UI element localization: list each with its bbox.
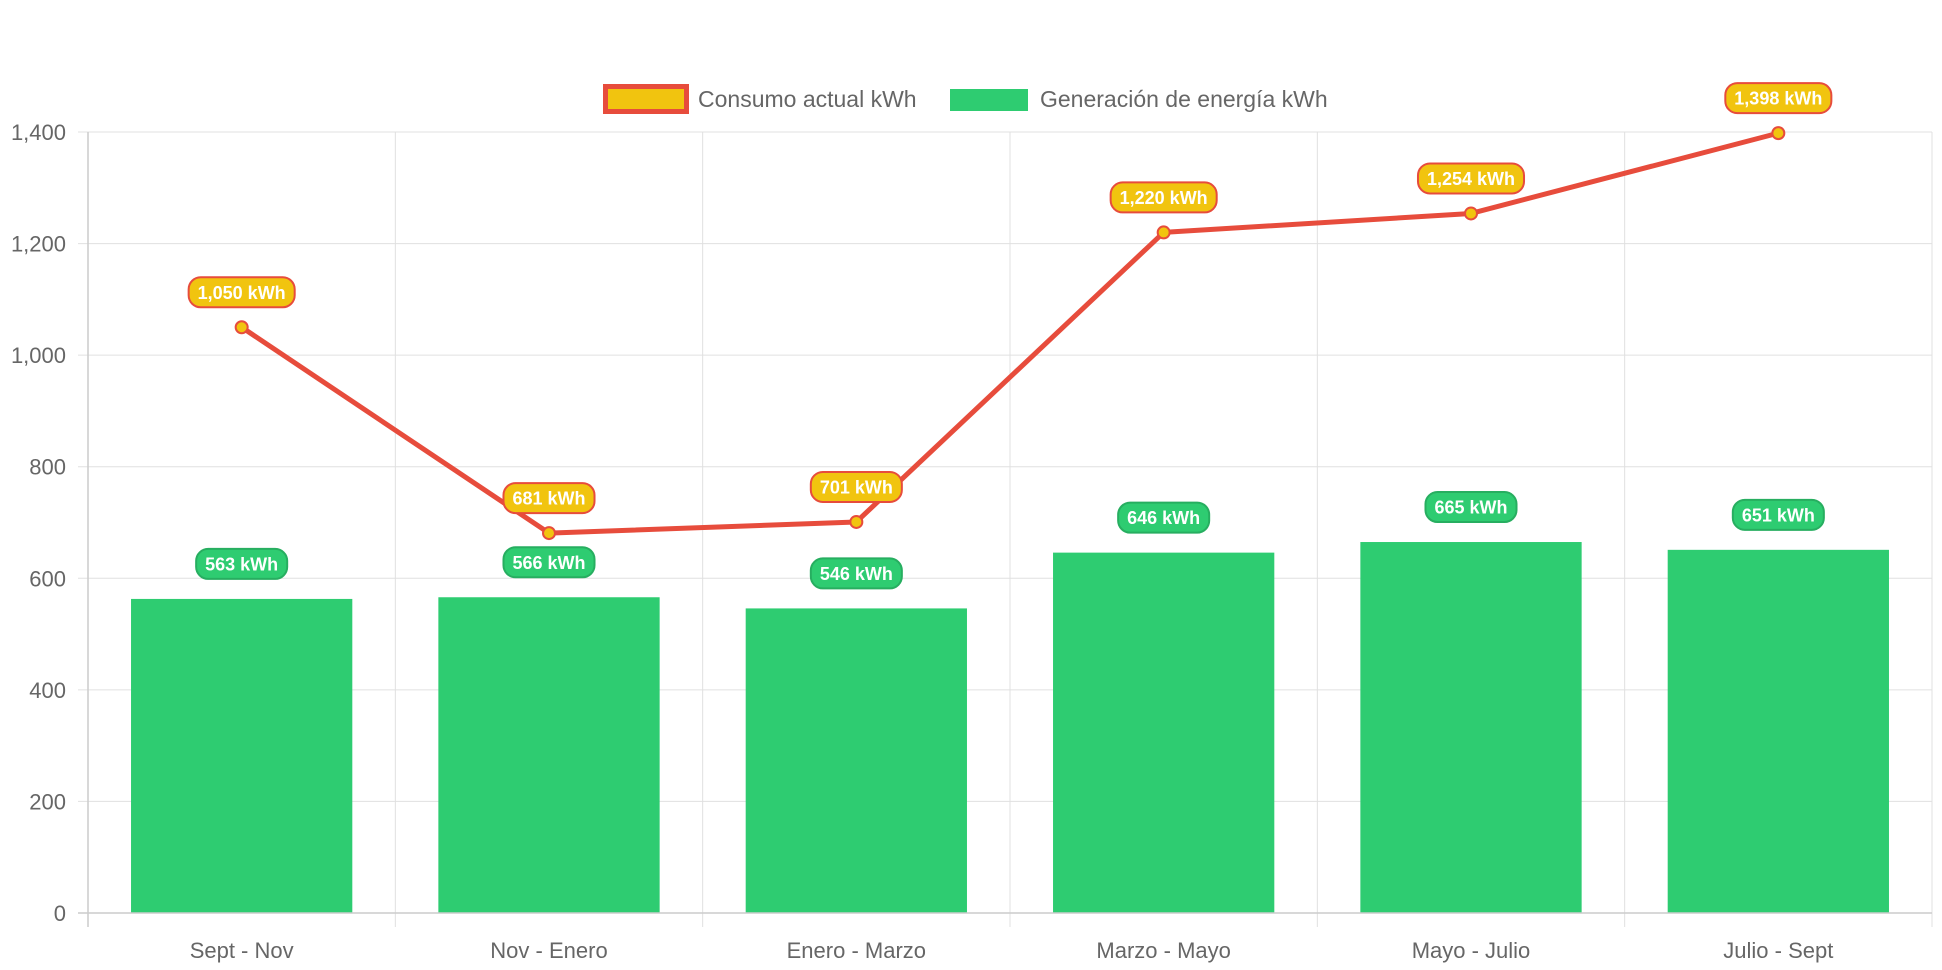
data-label-generacion-bg	[1117, 501, 1211, 534]
y-tick-label: 1,200	[11, 232, 66, 257]
y-tick-label: 200	[29, 789, 66, 814]
bar-generacion	[1053, 552, 1275, 913]
data-label-consumo-bg	[809, 470, 903, 503]
data-label-generacion-text: 665 kWh	[1434, 498, 1507, 518]
data-label-consumo-bg	[1109, 181, 1218, 214]
data-label-consumo-text: 1,398 kWh	[1734, 89, 1822, 109]
data-label-consumo: 1,398 kWh	[1724, 82, 1833, 115]
x-tick-label: Sept - Nov	[190, 938, 294, 963]
data-label-consumo-bg	[187, 276, 296, 309]
y-tick-label: 400	[29, 678, 66, 703]
x-tick-label: Enero - Marzo	[787, 938, 926, 963]
y-tick-label: 600	[29, 566, 66, 591]
legend: Consumo actual kWh Generación de energía…	[603, 84, 1328, 114]
bar-generacion	[745, 608, 967, 913]
data-label-generacion: 665 kWh	[1424, 491, 1518, 524]
legend-swatch-generacion	[950, 89, 1028, 111]
data-label-generacion-bg	[195, 547, 289, 580]
data-label-generacion-bg	[809, 557, 903, 590]
bar-generacion	[131, 598, 353, 913]
point-consumo	[1464, 206, 1478, 221]
y-tick-label: 1,400	[11, 120, 66, 145]
data-label-generacion-bg	[1731, 498, 1825, 531]
legend-swatch-consumo	[603, 84, 689, 114]
data-label-generacion-bg	[1424, 491, 1518, 524]
x-tick-label: Marzo - Mayo	[1096, 938, 1230, 963]
data-label-consumo-text: 1,220 kWh	[1120, 188, 1208, 208]
line-consumo	[239, 130, 1781, 536]
data-label-consumo-text: 681 kWh	[512, 489, 585, 509]
point-consumo	[1771, 126, 1786, 141]
data-label-consumo-bg	[1724, 82, 1833, 115]
data-label-generacion: 566 kWh	[502, 546, 596, 579]
data-label-consumo: 701 kWh	[809, 470, 903, 503]
data-label-generacion: 651 kWh	[1731, 498, 1825, 531]
line-group	[234, 126, 1786, 541]
x-tick-label: Julio - Sept	[1723, 938, 1833, 963]
data-label-generacion-bg	[502, 546, 596, 579]
data-label-generacion: 563 kWh	[195, 547, 289, 580]
data-label-consumo: 1,254 kWh	[1416, 162, 1526, 195]
data-label-consumo-bg	[502, 482, 596, 515]
data-label-generacion: 546 kWh	[809, 557, 903, 590]
data-label-consumo-text: 1,050 kWh	[198, 283, 286, 303]
data-label-generacion-text: 563 kWh	[205, 554, 278, 574]
y-tick-label: 1,000	[11, 343, 66, 368]
data-label-consumo: 681 kWh	[502, 482, 596, 515]
data-label-consumo-text: 701 kWh	[820, 477, 893, 497]
data-label-generacion: 646 kWh	[1117, 501, 1211, 534]
point-consumo	[1156, 225, 1171, 240]
bars-group	[131, 542, 1889, 913]
bar-generacion	[438, 597, 660, 913]
data-label-generacion-text: 546 kWh	[820, 564, 893, 584]
legend-label-generacion: Generación de energía kWh	[1040, 86, 1328, 112]
legend-label-consumo: Consumo actual kWh	[698, 86, 917, 112]
data-label-consumo: 1,220 kWh	[1109, 181, 1218, 214]
point-consumo	[234, 320, 249, 335]
bar-generacion	[1360, 542, 1582, 913]
data-label-consumo: 1,050 kWh	[187, 276, 296, 309]
data-label-generacion-text: 651 kWh	[1742, 505, 1815, 525]
data-label-generacion-text: 566 kWh	[512, 553, 585, 573]
data-label-generacion-text: 646 kWh	[1127, 508, 1200, 528]
y-tick-label: 0	[54, 901, 66, 926]
legend-item-generacion[interactable]: Generación de energía kWh	[950, 86, 1328, 112]
point-consumo	[542, 526, 556, 541]
axes: 0 200 400 600 800 1,000 1,200 1,400 Sept - Nov No…	[11, 120, 1932, 963]
data-labels: 563 kWh 566 kWh 546 kWh 646 kWh 665 kWh 651 k…	[187, 82, 1833, 590]
bar-generacion	[1667, 549, 1889, 913]
grid	[78, 131, 1933, 927]
point-consumo	[849, 514, 864, 529]
y-tick-label: 800	[29, 455, 66, 480]
data-label-consumo-text: 1,254 kWh	[1427, 169, 1515, 189]
x-tick-label: Nov - Enero	[490, 938, 607, 963]
x-tick-label: Mayo - Julio	[1412, 938, 1531, 963]
legend-item-consumo[interactable]: Consumo actual kWh	[603, 84, 917, 114]
data-label-consumo-bg	[1416, 162, 1526, 195]
